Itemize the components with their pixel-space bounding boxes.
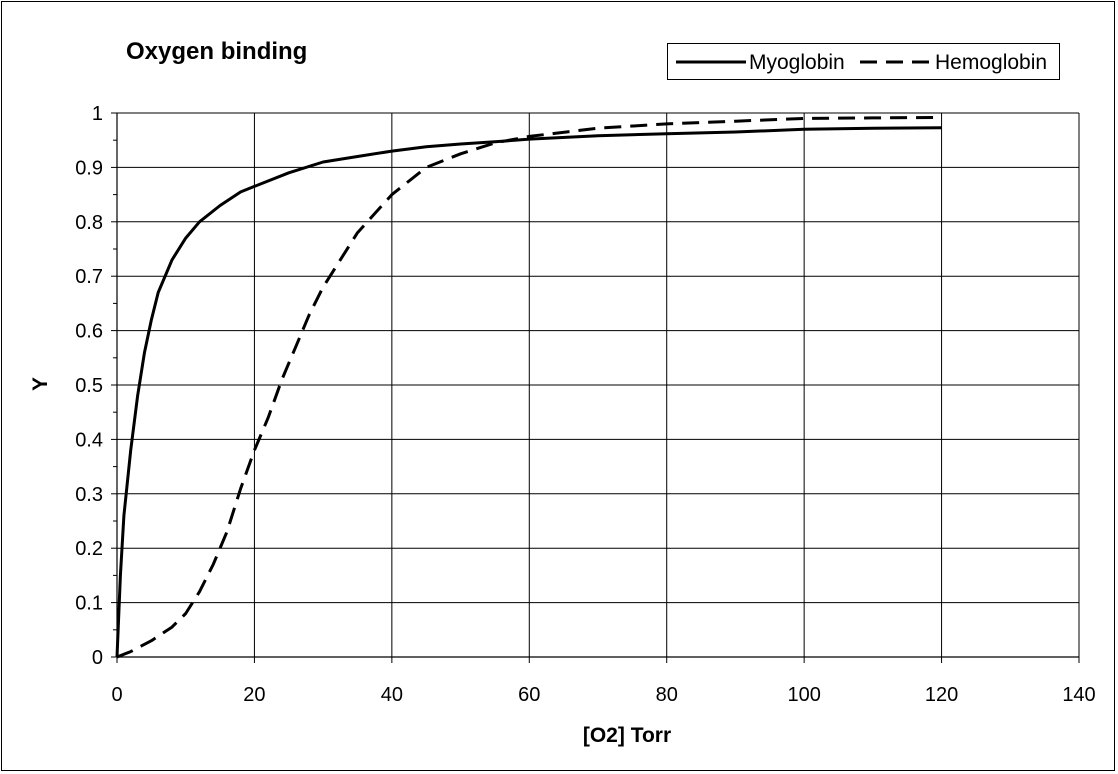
y-tick-label: 0.1: [75, 593, 103, 615]
legend-label-myoglobin: Myoglobin: [749, 51, 845, 74]
x-tick-label: 0: [111, 684, 122, 706]
x-tick-label: 80: [656, 684, 678, 706]
x-tick-label: 40: [381, 684, 403, 706]
x-tick-label: 120: [925, 684, 958, 706]
series-line-myoglobin: [115, 126, 942, 658]
y-tick-label: 0.9: [75, 157, 103, 179]
x-tick-label: 60: [518, 684, 540, 706]
legend: Myoglobin Hemoglobin: [667, 43, 1060, 80]
y-axis-title: Y: [29, 377, 52, 391]
chart-title: Oxygen binding: [126, 38, 308, 65]
series-line-hemoglobin: [116, 115, 942, 659]
legend-label-hemoglobin: Hemoglobin: [935, 51, 1048, 74]
y-tick-label: 0.4: [75, 429, 103, 451]
y-tick-label: 0.3: [75, 484, 103, 506]
y-tick-label: 0.7: [75, 266, 103, 288]
y-tick-label: 0.8: [75, 212, 103, 234]
y-tick-label: 0.2: [75, 538, 103, 560]
x-axis-title: [O2] Torr: [583, 724, 671, 747]
x-tick-label: 20: [243, 684, 265, 706]
y-tick-label: 0: [92, 647, 103, 669]
y-tick-label: 1: [92, 103, 103, 125]
legend-swatches: [676, 60, 930, 64]
y-tick-label: 0.5: [75, 375, 103, 397]
x-tick-label: 100: [787, 684, 820, 706]
y-tick-label: 0.6: [75, 321, 103, 343]
x-tick-label: 140: [1062, 684, 1095, 706]
